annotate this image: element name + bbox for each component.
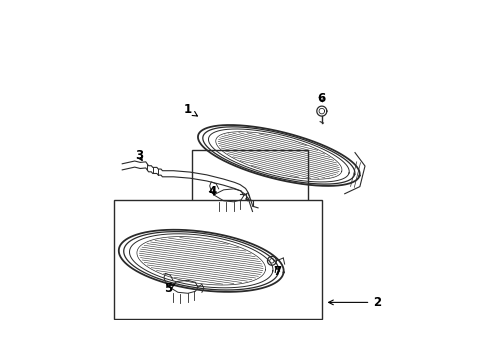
Bar [114, 200, 322, 319]
Text: 4: 4 [208, 185, 217, 198]
Text: 1: 1 [183, 103, 197, 116]
Text: 2: 2 [329, 296, 381, 309]
Text: 3: 3 [135, 149, 143, 162]
Bar [192, 150, 308, 216]
Text: 7: 7 [273, 265, 282, 278]
Text: 6: 6 [318, 92, 326, 105]
Text: 5: 5 [164, 282, 175, 295]
